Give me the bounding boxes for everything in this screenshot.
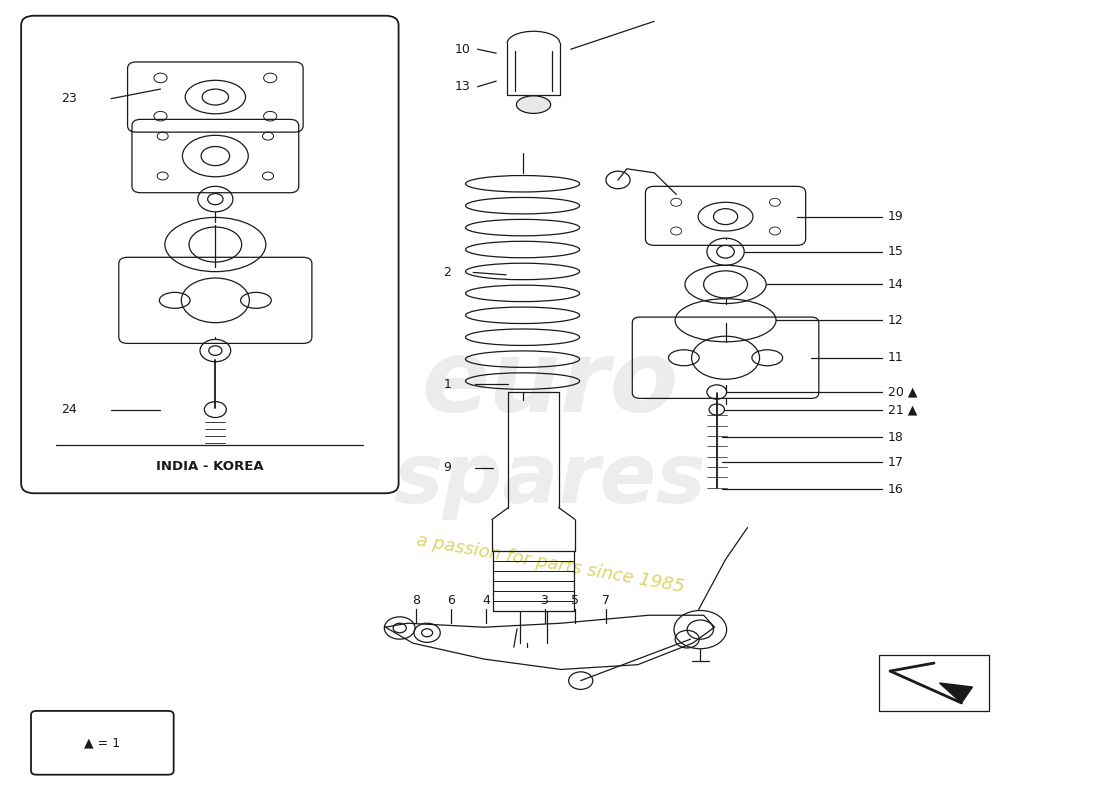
- Text: 13: 13: [454, 80, 470, 93]
- Text: ▲ = 1: ▲ = 1: [85, 736, 120, 750]
- Text: 18: 18: [888, 431, 904, 444]
- Text: 9: 9: [443, 462, 451, 474]
- Text: euro: euro: [421, 335, 679, 433]
- Text: 10: 10: [454, 42, 470, 56]
- Text: 11: 11: [888, 351, 904, 364]
- Text: 21 ▲: 21 ▲: [888, 403, 917, 416]
- Text: 6: 6: [448, 594, 455, 607]
- Ellipse shape: [516, 96, 551, 114]
- Polygon shape: [939, 683, 972, 703]
- Text: 4: 4: [483, 594, 491, 607]
- Text: spares: spares: [394, 439, 706, 520]
- Text: 1: 1: [443, 378, 451, 390]
- Text: a passion for parts since 1985: a passion for parts since 1985: [415, 531, 685, 596]
- Text: 2: 2: [443, 266, 451, 279]
- Text: 16: 16: [888, 482, 904, 496]
- Text: 5: 5: [571, 594, 580, 607]
- Text: INDIA - KOREA: INDIA - KOREA: [156, 460, 264, 473]
- Text: 3: 3: [540, 594, 549, 607]
- Text: 14: 14: [888, 278, 904, 291]
- Text: 23: 23: [62, 92, 77, 105]
- Text: 19: 19: [888, 210, 904, 223]
- Text: 8: 8: [412, 594, 420, 607]
- Text: 7: 7: [602, 594, 610, 607]
- Text: 24: 24: [62, 403, 77, 416]
- Text: 17: 17: [888, 456, 904, 469]
- Text: 20 ▲: 20 ▲: [888, 386, 917, 398]
- Text: 15: 15: [888, 246, 904, 258]
- Text: 12: 12: [888, 314, 904, 326]
